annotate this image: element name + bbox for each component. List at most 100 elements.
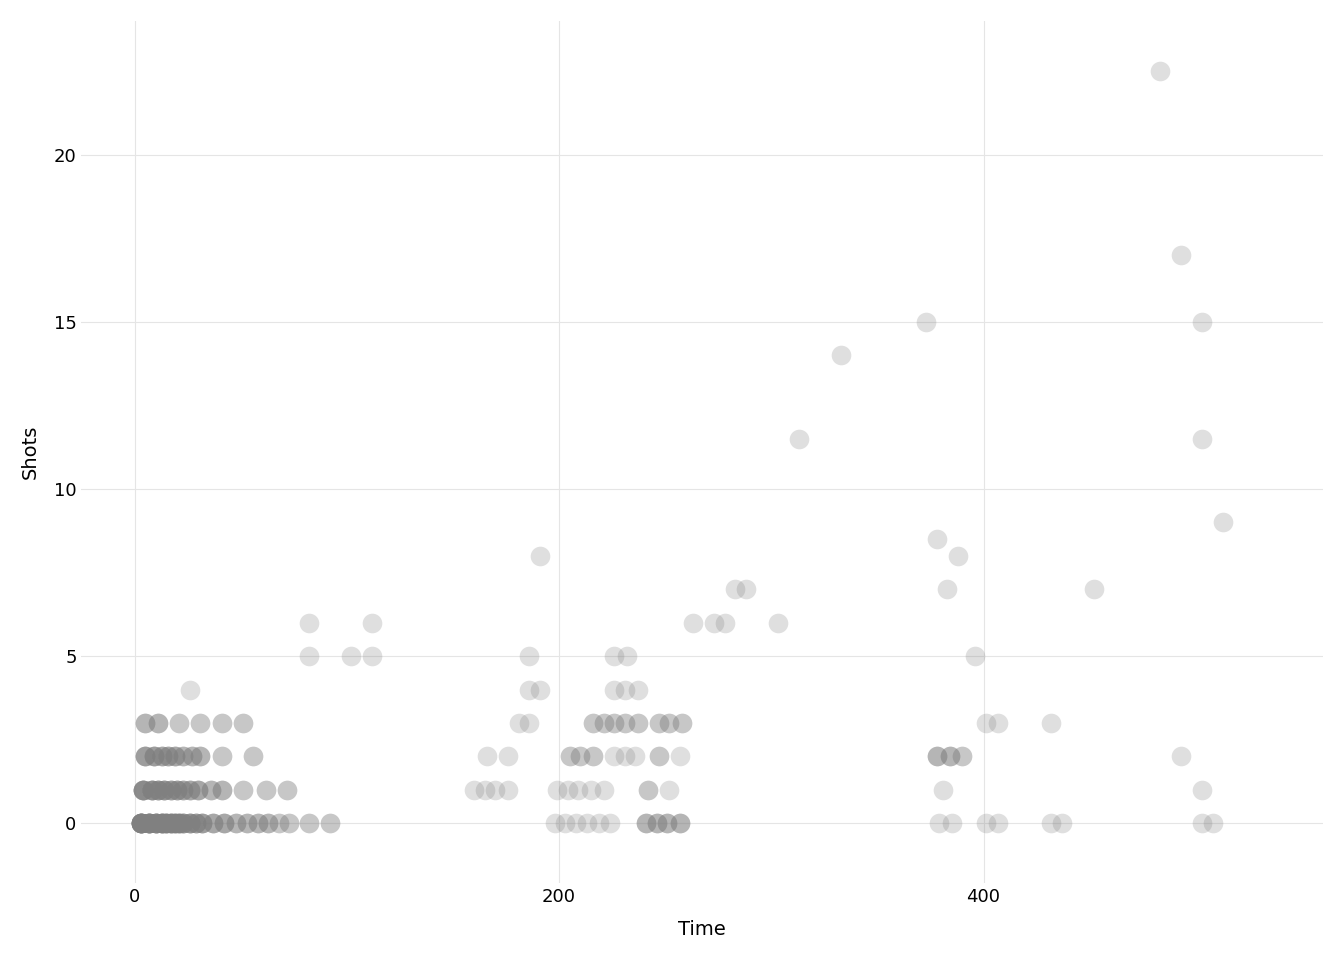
- Point: [603, 648, 625, 663]
- Point: [132, 782, 153, 798]
- Point: [146, 782, 168, 798]
- Point: [474, 782, 496, 798]
- Point: [160, 782, 181, 798]
- Point: [212, 816, 234, 831]
- Point: [138, 816, 160, 831]
- Point: [362, 615, 383, 631]
- Point: [648, 749, 669, 764]
- Point: [237, 816, 258, 831]
- Point: [614, 682, 636, 697]
- Point: [145, 816, 167, 831]
- Point: [153, 782, 175, 798]
- Point: [926, 532, 948, 547]
- Point: [152, 816, 173, 831]
- Point: [130, 816, 152, 831]
- Point: [134, 749, 156, 764]
- Point: [636, 816, 657, 831]
- Point: [530, 548, 551, 564]
- Point: [138, 816, 160, 831]
- Point: [130, 816, 152, 831]
- Point: [1171, 247, 1192, 262]
- Point: [237, 816, 258, 831]
- Point: [211, 782, 233, 798]
- Point: [948, 548, 969, 564]
- Point: [168, 816, 190, 831]
- Point: [152, 749, 173, 764]
- Point: [164, 816, 185, 831]
- Point: [134, 715, 156, 731]
- Point: [132, 782, 153, 798]
- Point: [146, 782, 168, 798]
- Point: [138, 816, 160, 831]
- Point: [152, 816, 173, 831]
- Point: [319, 816, 340, 831]
- Point: [172, 816, 194, 831]
- Point: [156, 816, 177, 831]
- Point: [192, 816, 214, 831]
- Point: [138, 816, 160, 831]
- Point: [546, 782, 567, 798]
- Point: [659, 715, 680, 731]
- Point: [134, 749, 156, 764]
- Point: [179, 816, 200, 831]
- Point: [636, 816, 657, 831]
- Point: [319, 816, 340, 831]
- Point: [160, 816, 181, 831]
- Point: [160, 816, 181, 831]
- Point: [130, 816, 152, 831]
- Point: [939, 749, 961, 764]
- Point: [237, 816, 258, 831]
- Point: [589, 816, 610, 831]
- Point: [298, 648, 320, 663]
- Point: [172, 816, 194, 831]
- Point: [167, 782, 188, 798]
- Point: [130, 816, 152, 831]
- Point: [132, 782, 153, 798]
- Point: [130, 816, 152, 831]
- Point: [130, 816, 152, 831]
- Point: [152, 816, 173, 831]
- Point: [646, 816, 668, 831]
- Point: [168, 816, 190, 831]
- Point: [277, 782, 298, 798]
- Point: [226, 816, 247, 831]
- Point: [616, 648, 637, 663]
- Point: [130, 816, 152, 831]
- Point: [156, 816, 177, 831]
- Point: [952, 749, 973, 764]
- Point: [168, 816, 190, 831]
- Point: [497, 782, 519, 798]
- Point: [626, 715, 648, 731]
- Point: [172, 749, 194, 764]
- Point: [1191, 431, 1212, 446]
- Point: [130, 816, 152, 831]
- Point: [187, 782, 208, 798]
- Point: [593, 715, 614, 731]
- Point: [145, 816, 167, 831]
- Point: [212, 816, 234, 831]
- Point: [939, 749, 961, 764]
- Point: [179, 816, 200, 831]
- Point: [153, 782, 175, 798]
- Point: [258, 816, 280, 831]
- Point: [1191, 314, 1212, 329]
- Point: [559, 749, 581, 764]
- Point: [211, 715, 233, 731]
- Point: [156, 816, 177, 831]
- Point: [146, 715, 168, 731]
- Point: [141, 782, 163, 798]
- Point: [141, 782, 163, 798]
- Point: [519, 682, 540, 697]
- Point: [130, 816, 152, 831]
- Point: [142, 749, 164, 764]
- Point: [267, 816, 289, 831]
- Point: [141, 782, 163, 798]
- Point: [167, 782, 188, 798]
- Point: [831, 348, 852, 363]
- Point: [926, 749, 948, 764]
- Point: [519, 648, 540, 663]
- Point: [233, 782, 254, 798]
- Point: [672, 715, 694, 731]
- Point: [648, 715, 669, 731]
- Point: [130, 816, 152, 831]
